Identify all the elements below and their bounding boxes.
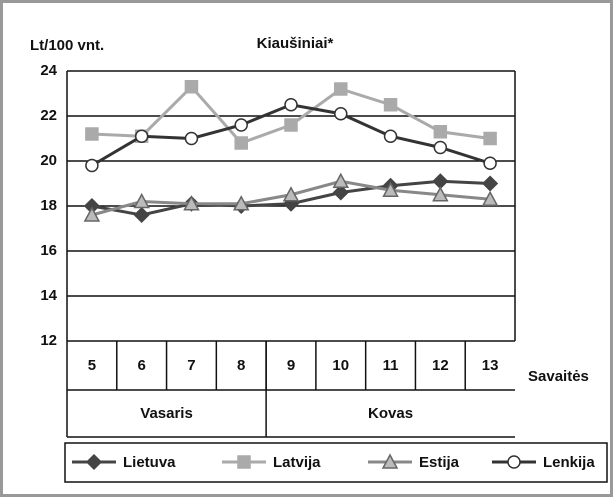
x-tick-label: 12 [432, 357, 449, 374]
group-label: Kovas [368, 405, 413, 422]
data-point [234, 118, 248, 132]
y-axis-label: Lt/100 vnt. [30, 37, 104, 54]
data-point [232, 195, 250, 211]
data-point [334, 107, 348, 121]
chart-title: Kiaušiniai* [257, 35, 334, 52]
data-point [432, 186, 449, 202]
data-point [85, 158, 99, 173]
data-point [483, 131, 497, 146]
x-tick-label: 8 [237, 357, 245, 374]
data-point [133, 192, 150, 209]
data-point [284, 118, 298, 132]
y-tick-label: 24 [40, 62, 57, 79]
legend-marker [381, 453, 399, 469]
legend-label: Estija [419, 454, 460, 471]
y-tick-label: 16 [40, 242, 57, 259]
data-point [282, 186, 300, 202]
data-point [332, 172, 350, 188]
group-label: Vasaris [140, 405, 193, 422]
x-tick-label: 11 [383, 357, 399, 374]
legend-label: Lietuva [123, 454, 176, 471]
x-tick-label: 10 [332, 357, 349, 374]
data-point [332, 184, 349, 201]
data-point [134, 129, 149, 143]
x-axis-label: Savaitės [528, 368, 589, 385]
y-tick-label: 18 [40, 197, 57, 214]
legend-marker [507, 455, 521, 469]
y-tick-label: 14 [40, 287, 57, 304]
data-point [184, 131, 199, 146]
x-tick-label: 13 [482, 357, 499, 374]
data-point [284, 98, 298, 112]
data-point [234, 136, 248, 150]
data-point [383, 98, 398, 112]
data-point [183, 195, 200, 211]
data-point [382, 181, 399, 197]
legend-marker [237, 455, 251, 469]
data-point [433, 125, 448, 139]
legend-marker [85, 453, 103, 471]
data-point [133, 206, 150, 224]
x-tick-label: 9 [287, 357, 295, 374]
y-tick-label: 20 [40, 152, 57, 169]
data-point [383, 129, 398, 143]
data-point [481, 190, 499, 206]
legend-label: Lenkija [543, 454, 595, 471]
y-tick-label: 12 [40, 332, 57, 349]
x-tick-label: 7 [187, 357, 195, 374]
data-point [83, 206, 101, 222]
data-point [184, 80, 199, 94]
x-tick-label: 6 [137, 357, 145, 374]
data-point [483, 156, 497, 170]
data-point [334, 82, 348, 96]
data-point [482, 175, 499, 192]
data-point [85, 127, 99, 141]
data-point [433, 140, 448, 155]
legend-label: Latvija [273, 454, 321, 471]
y-tick-label: 22 [40, 107, 57, 124]
x-tick-label: 5 [88, 357, 96, 374]
